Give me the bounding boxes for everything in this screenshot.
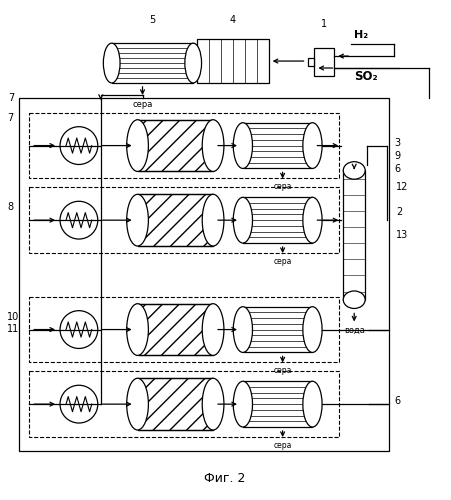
Ellipse shape bbox=[343, 162, 365, 179]
Bar bbox=[243, 382, 313, 427]
Text: 11: 11 bbox=[7, 324, 19, 334]
Ellipse shape bbox=[127, 304, 148, 356]
Text: сера: сера bbox=[273, 366, 292, 376]
Ellipse shape bbox=[202, 378, 224, 430]
Bar bbox=[112, 43, 193, 83]
Text: 5: 5 bbox=[149, 16, 156, 26]
Ellipse shape bbox=[202, 120, 224, 172]
Bar bbox=[29, 113, 339, 178]
Text: 3: 3 bbox=[394, 138, 400, 147]
Ellipse shape bbox=[343, 291, 365, 308]
Text: SO₂: SO₂ bbox=[354, 70, 378, 83]
Bar bbox=[138, 378, 213, 430]
Bar bbox=[138, 378, 213, 430]
Ellipse shape bbox=[103, 43, 120, 83]
Ellipse shape bbox=[303, 382, 322, 427]
Circle shape bbox=[60, 310, 98, 348]
Bar bbox=[308, 58, 314, 66]
Circle shape bbox=[60, 202, 98, 239]
Text: 6: 6 bbox=[394, 164, 400, 174]
Ellipse shape bbox=[202, 304, 224, 356]
Text: 4: 4 bbox=[230, 16, 236, 26]
Ellipse shape bbox=[127, 120, 148, 172]
Text: сера: сера bbox=[132, 100, 153, 109]
Text: вода: вода bbox=[344, 326, 365, 336]
Ellipse shape bbox=[202, 194, 224, 246]
Bar bbox=[19, 98, 389, 451]
Text: 2: 2 bbox=[396, 207, 402, 217]
Ellipse shape bbox=[233, 382, 253, 427]
Text: 7: 7 bbox=[7, 112, 14, 122]
Bar bbox=[243, 122, 313, 168]
Bar bbox=[138, 194, 213, 246]
Bar bbox=[138, 194, 213, 246]
Bar bbox=[29, 188, 339, 253]
Text: 6: 6 bbox=[394, 396, 400, 406]
Bar bbox=[29, 296, 339, 362]
Bar bbox=[29, 372, 339, 437]
Ellipse shape bbox=[233, 122, 253, 168]
Circle shape bbox=[60, 385, 98, 423]
Text: 8: 8 bbox=[7, 202, 14, 212]
Text: 1: 1 bbox=[321, 19, 327, 29]
Bar bbox=[138, 120, 213, 172]
Bar bbox=[243, 306, 313, 352]
Text: 9: 9 bbox=[394, 150, 400, 160]
Bar bbox=[138, 304, 213, 356]
Text: сера: сера bbox=[273, 257, 292, 266]
Bar bbox=[138, 120, 213, 172]
Ellipse shape bbox=[303, 122, 322, 168]
Bar bbox=[314, 48, 334, 76]
Text: сера: сера bbox=[273, 182, 292, 192]
Text: 10: 10 bbox=[7, 312, 19, 322]
Text: Фиг. 2: Фиг. 2 bbox=[204, 472, 246, 485]
Text: 7: 7 bbox=[9, 93, 14, 103]
Ellipse shape bbox=[127, 194, 148, 246]
Text: 13: 13 bbox=[396, 230, 408, 240]
Ellipse shape bbox=[127, 378, 148, 430]
Bar bbox=[343, 170, 365, 300]
Circle shape bbox=[60, 126, 98, 164]
Ellipse shape bbox=[303, 198, 322, 243]
Text: 12: 12 bbox=[396, 182, 408, 192]
Bar bbox=[197, 39, 269, 83]
Ellipse shape bbox=[303, 306, 322, 352]
Ellipse shape bbox=[233, 306, 253, 352]
Ellipse shape bbox=[185, 43, 202, 83]
Text: H₂: H₂ bbox=[354, 30, 368, 40]
Text: сера: сера bbox=[273, 441, 292, 450]
Bar bbox=[243, 198, 313, 243]
Bar bbox=[138, 304, 213, 356]
Ellipse shape bbox=[233, 198, 253, 243]
